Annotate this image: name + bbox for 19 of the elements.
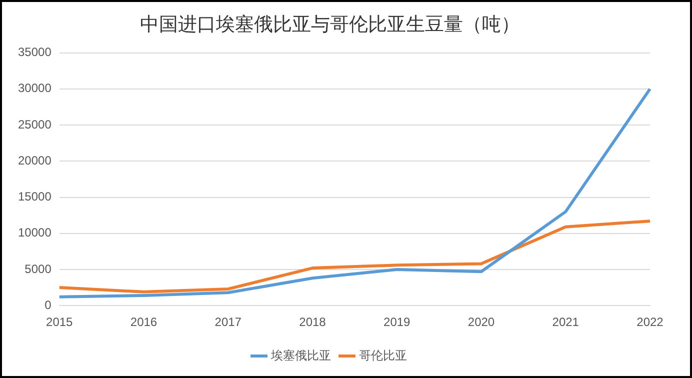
- y-tick-label: 25000: [18, 117, 52, 132]
- x-tick-label: 2020: [468, 315, 495, 330]
- legend-label: 哥伦比亚: [359, 348, 407, 362]
- y-tick-label: 5000: [24, 262, 52, 276]
- x-tick-label: 2016: [130, 315, 158, 330]
- x-tick-label: 2019: [384, 315, 411, 330]
- x-tick-label: 2015: [46, 315, 74, 330]
- y-tick-label: 35000: [18, 45, 52, 60]
- y-tick-label: 10000: [18, 226, 52, 240]
- y-tick-label: 15000: [18, 190, 52, 204]
- chart-title: 中国进口埃塞俄比亚与哥伦比亚生豆量（吨）: [140, 14, 520, 36]
- legend-label: 埃塞俄比亚: [270, 348, 331, 362]
- y-tick-label: 30000: [18, 81, 52, 96]
- x-tick-label: 2021: [552, 315, 580, 330]
- x-tick-label: 2018: [299, 315, 326, 330]
- y-tick-label: 0: [44, 298, 52, 312]
- x-tick-label: 2017: [214, 315, 242, 330]
- y-tick-label: 20000: [18, 153, 52, 168]
- x-tick-label: 2022: [636, 315, 664, 330]
